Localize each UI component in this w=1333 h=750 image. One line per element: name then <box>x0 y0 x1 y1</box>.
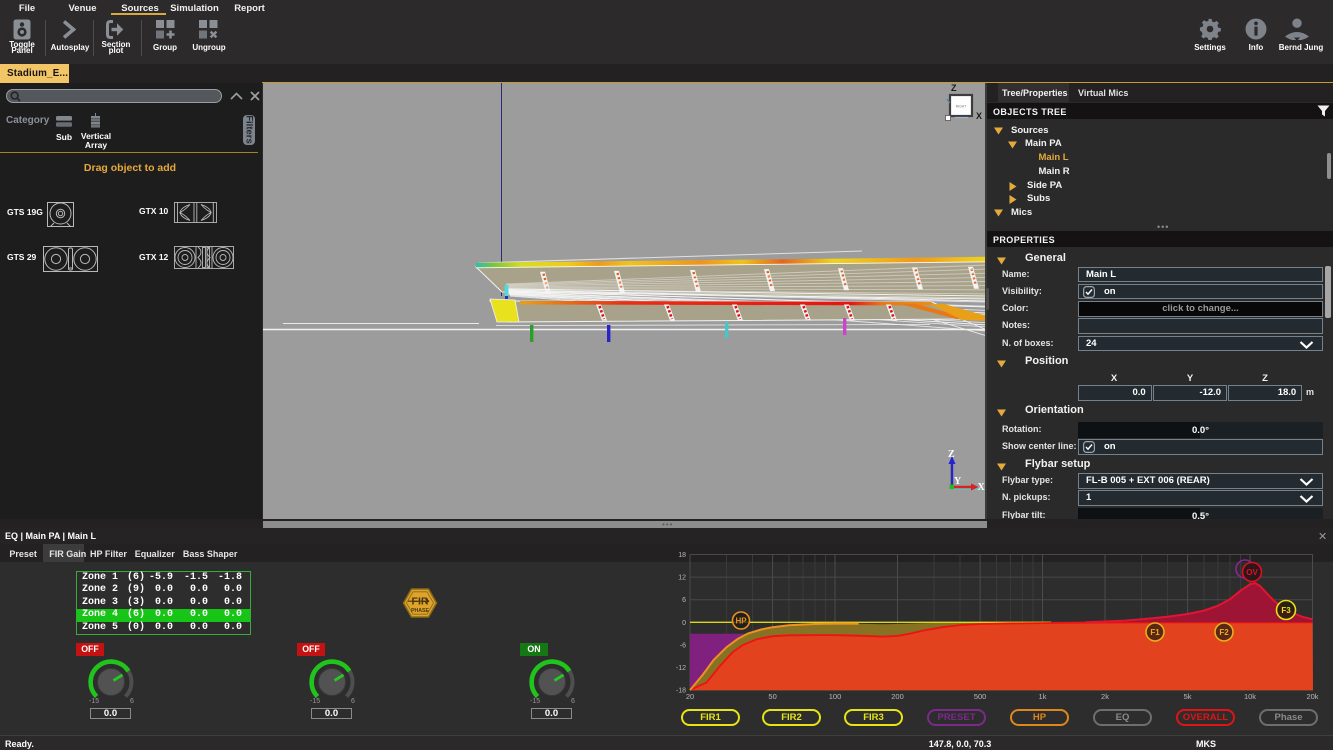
svg-text:20k: 20k <box>1306 692 1318 701</box>
svg-text:50: 50 <box>768 692 776 701</box>
svg-text:0: 0 <box>682 620 686 627</box>
svg-text:-12: -12 <box>676 665 686 672</box>
svg-text:Z: Z <box>948 449 955 460</box>
svg-text:2k: 2k <box>1101 692 1109 701</box>
svg-text:PHASE: PHASE <box>411 608 429 614</box>
svg-text:RIGHT: RIGHT <box>956 105 967 109</box>
svg-text:Z: Z <box>951 83 957 93</box>
svg-text:6: 6 <box>571 698 575 705</box>
svg-text:12: 12 <box>678 575 686 582</box>
svg-text:100: 100 <box>829 692 842 701</box>
svg-text:X: X <box>978 482 986 493</box>
svg-text:-6: -6 <box>680 642 686 649</box>
svg-text:-15: -15 <box>89 698 99 705</box>
svg-text:-15: -15 <box>310 698 320 705</box>
svg-text:F1: F1 <box>1150 628 1160 637</box>
svg-text:HP: HP <box>735 616 747 625</box>
svg-text:10k: 10k <box>1244 692 1256 701</box>
svg-text:5k: 5k <box>1184 692 1192 701</box>
svg-text:X: X <box>976 111 982 121</box>
svg-text:1k: 1k <box>1039 692 1047 701</box>
svg-text:-15: -15 <box>530 698 540 705</box>
svg-text:6: 6 <box>682 597 686 604</box>
svg-text:6: 6 <box>130 698 134 705</box>
svg-text:6: 6 <box>351 698 355 705</box>
svg-text:Y: Y <box>954 476 962 487</box>
svg-text:200: 200 <box>891 692 904 701</box>
svg-text:F3: F3 <box>1281 606 1291 615</box>
svg-text:18: 18 <box>678 552 686 559</box>
svg-text:OV: OV <box>1246 568 1258 577</box>
svg-text:-18: -18 <box>676 688 686 695</box>
svg-text:20: 20 <box>686 692 694 701</box>
svg-text:500: 500 <box>974 692 987 701</box>
svg-text:F2: F2 <box>1219 628 1229 637</box>
